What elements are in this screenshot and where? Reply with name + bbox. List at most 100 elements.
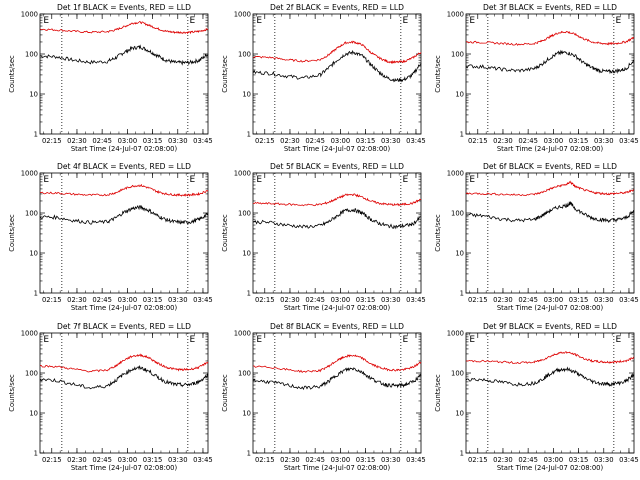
y-axis-label: Counts/sec xyxy=(434,374,442,412)
y-tick-label: 10 xyxy=(455,91,464,99)
x-tick-label: 02:45 xyxy=(92,137,112,145)
series-line-lld xyxy=(40,354,208,372)
x-tick-label: 02:15 xyxy=(255,296,275,304)
x-tick-label: 03:15 xyxy=(143,296,163,304)
series-line-lld xyxy=(40,185,208,196)
y-tick-label: 1000 xyxy=(447,170,464,178)
series-line-events xyxy=(466,51,634,73)
y-tick-label: 100 xyxy=(451,51,464,59)
panel-9: Det 9f BLACK = Events, RED = LLD11010010… xyxy=(434,322,639,472)
x-tick-label: 03:15 xyxy=(356,456,376,464)
x-axis-label: Start Time (24-Jul-07 02:08:00) xyxy=(71,145,178,153)
plot-frame xyxy=(40,173,208,293)
x-tick-label: 03:15 xyxy=(569,456,589,464)
series-line-events xyxy=(466,202,634,223)
y-tick-label: 1 xyxy=(247,450,251,458)
x-tick-label: 02:45 xyxy=(305,137,325,145)
y-tick-label: 1000 xyxy=(234,170,251,178)
y-tick-label: 1 xyxy=(34,450,38,458)
y-tick-label: 10 xyxy=(455,250,464,258)
y-tick-label: 1 xyxy=(247,131,251,139)
y-tick-label: 100 xyxy=(451,370,464,378)
x-tick-label: 03:30 xyxy=(594,296,614,304)
x-tick-label: 03:00 xyxy=(544,296,564,304)
x-axis-label: Start Time (24-Jul-07 02:08:00) xyxy=(497,145,604,153)
panel-8: Det 8f BLACK = Events, RED = LLD 1 10 100 10… xyxy=(221,322,426,472)
panel-2: Det 2f BLACK = Events, RED = LLD 1 10 100 10… xyxy=(221,3,426,153)
x-tick-label: 02:15 xyxy=(42,296,62,304)
x-tick-label: 03:45 xyxy=(619,296,639,304)
e-marker: E xyxy=(469,16,475,26)
e-marker: E xyxy=(403,175,409,185)
y-tick-label: 1 xyxy=(460,450,464,458)
x-axis-label: Start Time (24-Jul-07 02:08:00) xyxy=(497,464,604,472)
y-tick-label: 100 xyxy=(25,51,38,59)
x-tick-label: 03:15 xyxy=(143,137,163,145)
x-tick-label: 03:00 xyxy=(118,137,138,145)
x-tick-label: 02:45 xyxy=(518,296,538,304)
x-axis-label: Start Time (24-Jul-07 02:08:00) xyxy=(284,304,391,312)
x-tick-label: 02:15 xyxy=(468,296,488,304)
x-tick-label: 02:30 xyxy=(280,296,300,304)
x-tick-label: 02:45 xyxy=(92,456,112,464)
x-tick-label: 03:15 xyxy=(569,137,589,145)
x-tick-label: 02:30 xyxy=(493,456,513,464)
chart-title: Det 6f BLACK = Events, RED = LLD xyxy=(483,162,617,171)
series-line-events xyxy=(40,46,208,65)
chart-title: Det 1f BLACK = Events, RED = LLD xyxy=(57,3,191,12)
y-tick-label: 1 xyxy=(34,290,38,298)
x-tick-label: 03:45 xyxy=(619,137,639,145)
chart-title: Det 8f BLACK = Events, RED = LLD xyxy=(270,322,404,331)
y-axis-label: Counts/sec xyxy=(8,374,16,412)
x-tick-label: 03:15 xyxy=(569,296,589,304)
y-tick-label: 1000 xyxy=(234,11,251,19)
y-tick-label: 1 xyxy=(34,131,38,139)
e-marker: E xyxy=(616,16,622,26)
x-tick-label: 03:30 xyxy=(168,456,188,464)
x-tick-label: 02:30 xyxy=(280,137,300,145)
y-tick-label: 10 xyxy=(455,410,464,418)
plot-frame xyxy=(40,14,208,134)
x-tick-label: 03:15 xyxy=(356,137,376,145)
panel-5: Det 5f BLACK = Events, RED = LLD 1 10 100 10… xyxy=(221,162,426,312)
plot-frame xyxy=(253,173,421,293)
y-axis-label: Counts/sec xyxy=(434,55,442,93)
x-tick-label: 02:45 xyxy=(305,456,325,464)
x-tick-label: 02:15 xyxy=(42,137,62,145)
x-tick-label: 02:30 xyxy=(67,456,87,464)
y-tick-label: 10 xyxy=(242,410,251,418)
x-tick-label: 03:00 xyxy=(118,296,138,304)
y-tick-label: 100 xyxy=(238,51,251,59)
panel-6: Det 6f BLACK = Events, RED = LLD 1 10 100 10… xyxy=(434,162,639,312)
e-marker: E xyxy=(256,175,262,185)
e-marker: E xyxy=(616,335,622,345)
e-marker: E xyxy=(43,335,49,345)
chart-title: Det 4f BLACK = Events, RED = LLD xyxy=(57,162,191,171)
x-tick-label: 03:45 xyxy=(406,456,426,464)
series-line-lld xyxy=(466,181,634,195)
x-tick-label: 03:00 xyxy=(331,456,351,464)
series-line-lld xyxy=(466,31,634,45)
y-tick-label: 1 xyxy=(460,290,464,298)
chart-title: Det 3f BLACK = Events, RED = LLD xyxy=(483,3,617,12)
y-axis-label: Counts/sec xyxy=(8,55,16,93)
x-tick-label: 03:00 xyxy=(544,456,564,464)
x-tick-label: 03:30 xyxy=(381,456,401,464)
panel-1: Det 1f BLACK = Events, RED = LLD 1 10 100 10… xyxy=(8,3,213,153)
y-tick-label: 1000 xyxy=(21,170,38,178)
series-line-events xyxy=(253,209,421,229)
plot-frame xyxy=(40,333,208,453)
e-marker: E xyxy=(190,175,196,185)
x-tick-label: 02:30 xyxy=(67,296,87,304)
x-tick-label: 03:45 xyxy=(619,456,639,464)
e-marker: E xyxy=(616,175,622,185)
series-line-events xyxy=(40,206,208,224)
y-tick-label: 1 xyxy=(460,131,464,139)
x-tick-label: 02:30 xyxy=(493,137,513,145)
x-tick-label: 02:45 xyxy=(305,296,325,304)
x-tick-label: 03:00 xyxy=(331,296,351,304)
x-tick-label: 02:15 xyxy=(42,456,62,464)
x-tick-label: 03:15 xyxy=(356,296,376,304)
plot-frame xyxy=(466,14,634,134)
y-tick-label: 1000 xyxy=(21,330,38,338)
